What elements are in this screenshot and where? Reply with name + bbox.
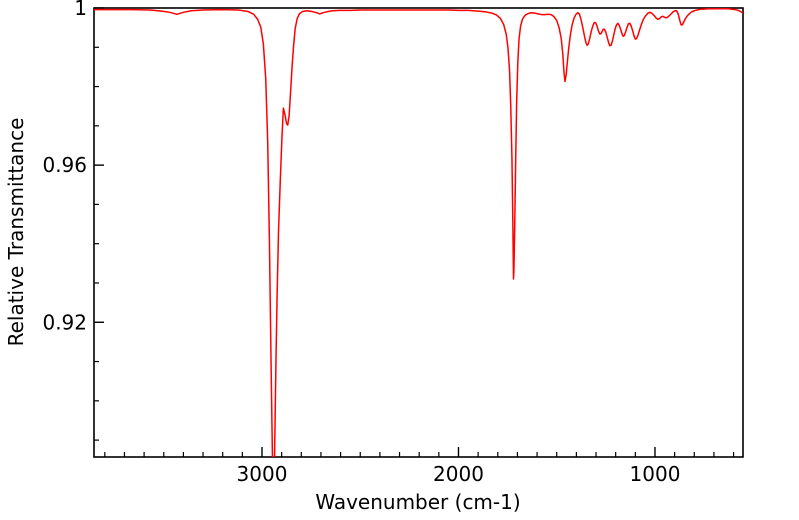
axis-ticks xyxy=(94,7,735,457)
y-tick-label: 1 xyxy=(74,0,87,20)
x-tick-label: 1000 xyxy=(630,462,681,486)
x-tick-label: 3000 xyxy=(237,462,288,486)
spectrum-line xyxy=(94,8,743,457)
y-axis-title: Relative Transmittance xyxy=(4,118,28,347)
axis-tick-labels: 3000 2000 1000 1 0.96 0.92 xyxy=(42,0,680,486)
plot-frame xyxy=(93,7,744,458)
y-tick-label: 0.92 xyxy=(42,310,87,334)
x-tick-label: 2000 xyxy=(433,462,484,486)
x-axis-title: Wavenumber (cm-1) xyxy=(315,490,520,514)
y-tick-label: 0.96 xyxy=(42,153,87,177)
